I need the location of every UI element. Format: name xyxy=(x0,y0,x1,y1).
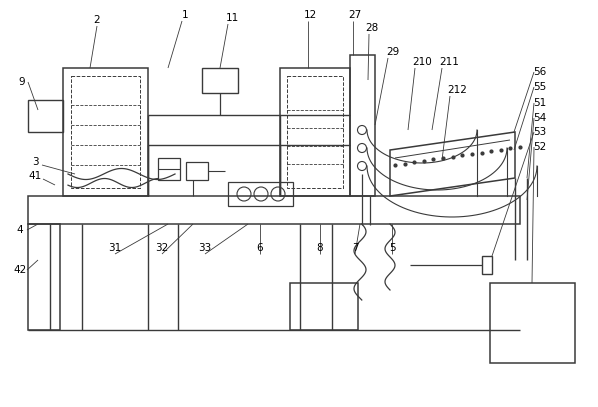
Text: 7: 7 xyxy=(352,243,358,253)
Text: 212: 212 xyxy=(447,85,467,95)
Text: 31: 31 xyxy=(108,243,121,253)
Bar xyxy=(158,158,180,180)
Bar xyxy=(71,76,140,188)
Bar xyxy=(228,182,293,206)
Bar xyxy=(28,196,520,224)
Text: 8: 8 xyxy=(317,243,324,253)
Text: 9: 9 xyxy=(19,77,25,87)
Bar xyxy=(482,256,492,274)
Text: 2: 2 xyxy=(94,15,100,25)
Text: 28: 28 xyxy=(365,23,379,33)
Bar xyxy=(280,68,350,196)
Text: 1: 1 xyxy=(182,10,188,20)
Bar xyxy=(350,55,375,196)
Text: 55: 55 xyxy=(533,82,547,92)
Text: 11: 11 xyxy=(225,13,239,23)
Text: 12: 12 xyxy=(303,10,316,20)
Bar xyxy=(287,76,343,188)
Text: 29: 29 xyxy=(386,47,399,57)
Text: 56: 56 xyxy=(533,67,547,77)
Text: 5: 5 xyxy=(389,243,395,253)
Text: 3: 3 xyxy=(32,157,38,167)
Text: 42: 42 xyxy=(13,265,27,275)
Text: 6: 6 xyxy=(257,243,263,253)
Bar xyxy=(186,162,208,180)
Text: 33: 33 xyxy=(199,243,212,253)
Bar xyxy=(63,68,148,196)
Text: 52: 52 xyxy=(533,142,547,152)
Text: 4: 4 xyxy=(17,225,23,235)
Text: 211: 211 xyxy=(439,57,459,67)
Bar xyxy=(202,68,238,93)
Text: 32: 32 xyxy=(155,243,169,253)
Bar xyxy=(490,283,575,363)
Text: 51: 51 xyxy=(533,98,547,108)
Text: 41: 41 xyxy=(28,171,42,181)
Text: 210: 210 xyxy=(412,57,432,67)
Text: 54: 54 xyxy=(533,113,547,123)
Text: 53: 53 xyxy=(533,127,547,137)
Text: 27: 27 xyxy=(349,10,362,20)
Bar xyxy=(28,100,63,132)
Bar xyxy=(28,224,60,330)
Bar xyxy=(290,283,358,330)
